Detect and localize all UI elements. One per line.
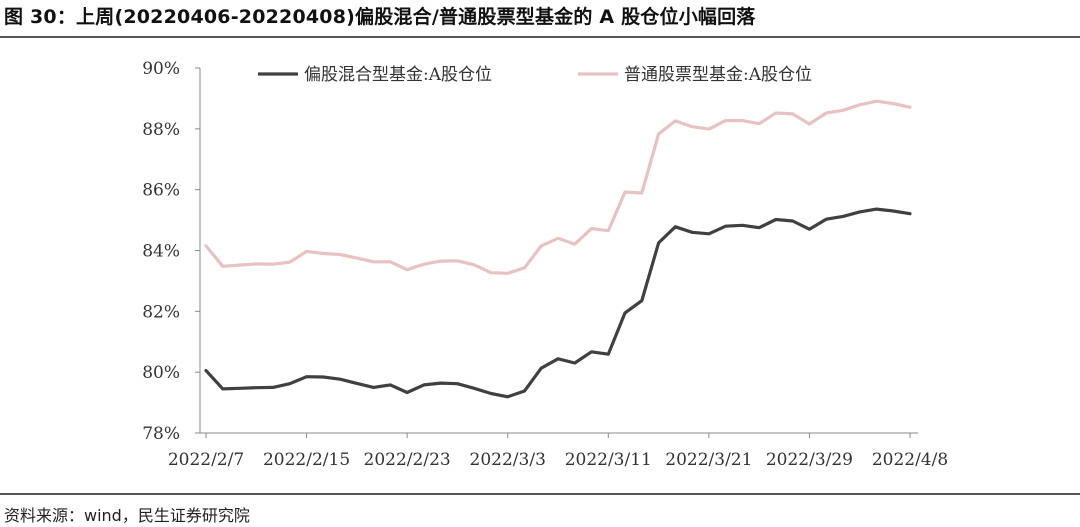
series-line-2 (204, 99, 912, 275)
y-tick-label: 80% (142, 363, 180, 383)
x-tick-label: 2022/2/7 (168, 450, 244, 470)
y-tick-label: 90% (142, 59, 180, 79)
line-chart: 78%80%82%84%86%88%90% 2022/2/7 2022/2/15 2… (142, 59, 948, 470)
x-tick-label: 2022/3/21 (665, 450, 752, 470)
x-axis-ticks: 2022/2/7 2022/2/15 2022/2/23 2022/3/3 2022/3… (168, 433, 948, 470)
y-tick-label: 82% (142, 302, 180, 322)
legend-label-2: 普通股票型基金:A股仓位 (624, 65, 812, 85)
x-tick-label: 2022/3/29 (766, 450, 853, 470)
y-tick-label: 86% (142, 181, 180, 201)
y-axis-ticks: 78% 80% 82% 84% 86% 88% 90% (142, 59, 200, 444)
title-rule (0, 36, 1080, 38)
source-note: 资料来源：wind，民生证券研究院 (4, 506, 250, 525)
figure-title: 图 30：上周(20220406-20220408)偏股混合/普通股票型基金的 … (4, 6, 756, 28)
x-tick-label: 2022/2/15 (263, 450, 350, 470)
x-tick-label: 2022/3/3 (470, 450, 546, 470)
x-tick-label: 2022/4/8 (872, 450, 948, 470)
x-tick-label: 2022/3/11 (565, 450, 652, 470)
series-line-1 (204, 207, 912, 399)
legend: 偏股混合型基金:A股仓位 普通股票型基金:A股仓位 (258, 65, 812, 85)
source-rule (0, 493, 1080, 495)
y-tick-label: 78% (142, 424, 180, 444)
legend-label-1: 偏股混合型基金:A股仓位 (304, 65, 492, 85)
y-tick-label: 88% (142, 120, 180, 140)
series-lines (204, 99, 912, 399)
x-tick-label: 2022/2/23 (364, 450, 451, 470)
y-tick-label: 84% (142, 242, 180, 262)
